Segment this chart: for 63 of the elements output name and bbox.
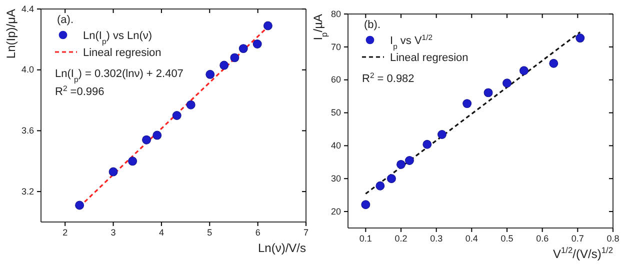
x-tick-label: 5 (207, 227, 212, 238)
annotation: R$^{2}$ =0.996 (55, 84, 104, 98)
y-tick-label: 4.4 (21, 4, 34, 14)
point (206, 70, 215, 79)
point (230, 53, 240, 62)
y-tick-label: 20 (330, 206, 341, 216)
y-tick-label: 4.0 (21, 64, 34, 75)
legend-label: Lineal regresion (390, 52, 468, 64)
x-tick-label: 3 (110, 227, 116, 238)
point (576, 34, 585, 43)
point (238, 44, 248, 54)
y-tick-label: 50 (330, 108, 341, 118)
annotation: (b). (364, 19, 380, 31)
annotation: (a). (57, 14, 74, 26)
point (549, 58, 558, 68)
legend-label: I$_{p}$ vs V$^{1/2}$ (390, 32, 432, 50)
x-tick-label: 0.5 (500, 233, 514, 244)
y-tick-label: 3.6 (21, 126, 34, 136)
y-tick-label: 60 (330, 74, 341, 85)
x-tick-label: 0.4 (465, 233, 478, 244)
point (438, 130, 446, 139)
point (386, 174, 396, 184)
y-tick-label: 30 (330, 173, 341, 184)
point (128, 156, 138, 166)
y-tick-label: 80 (330, 8, 341, 19)
x-tick-label: 6 (255, 227, 260, 238)
x-tick-label: 4 (158, 227, 164, 238)
x-tick-label: 0.6 (536, 233, 549, 244)
x-tick-label: 2 (62, 227, 68, 238)
point (142, 135, 151, 144)
y-tick-label: 3.2 (21, 186, 34, 196)
point (152, 130, 162, 140)
legend-label: Lineal regresion (83, 47, 162, 59)
point (396, 160, 406, 169)
point (404, 156, 414, 165)
x-tick-label: 0.7 (571, 233, 584, 244)
y-tick-label: 70 (330, 42, 341, 52)
legend-label: Ln(I$_{p}$) vs Ln(ν) (83, 30, 152, 46)
point (361, 200, 370, 210)
point (484, 88, 493, 98)
x-tick-label: 0.8 (606, 233, 620, 244)
y-tick-label: 40 (330, 140, 341, 151)
annotation: Ln(I$_{p}$) = 0.302(lnν) + 2.407 (55, 68, 184, 84)
point (263, 21, 272, 30)
x-tick-label: 7 (303, 227, 309, 238)
point (172, 111, 182, 120)
point (519, 66, 528, 76)
x-axis-title: V$^{1/2}$/(V/s)$^{1/2}$ (553, 245, 614, 261)
x-tick-label: 0.2 (394, 233, 408, 244)
x-tick-label: 0.1 (359, 233, 372, 244)
y-axis-title: Ln(Ip)/μA (4, 9, 18, 59)
point (75, 200, 84, 210)
point (186, 100, 196, 110)
annotation: R$^{2}$ = 0.982 (362, 70, 414, 85)
point (502, 78, 512, 88)
point (252, 40, 262, 48)
point (376, 181, 385, 190)
point (462, 99, 472, 108)
x-tick-label: 0.3 (430, 233, 443, 244)
x-axis-title: Ln(ν)/V/s (258, 241, 306, 255)
point (108, 167, 118, 176)
point (422, 140, 432, 149)
point (220, 60, 229, 70)
